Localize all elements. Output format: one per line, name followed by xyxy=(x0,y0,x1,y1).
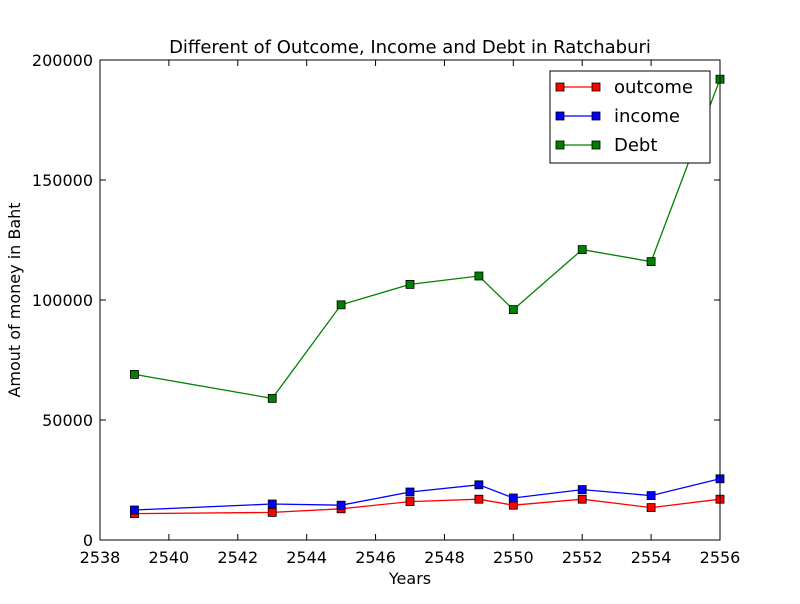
data-point-outcome xyxy=(474,494,484,504)
data-point-debt xyxy=(130,369,139,379)
data-point-outcome xyxy=(577,494,587,504)
x-tick-label: 2556 xyxy=(700,548,741,567)
data-point-debt xyxy=(508,305,518,315)
data-point-debt xyxy=(646,257,656,267)
x-tick-label: 2548 xyxy=(424,548,465,567)
legend-marker xyxy=(591,111,601,121)
legend: outcome income Debt xyxy=(549,70,711,164)
plot-area: 2538 2540 2542 2544 2546 2548 2550 2552 2554 2556… xyxy=(32,51,740,567)
data-point-income xyxy=(577,485,587,495)
data-point-income xyxy=(508,493,518,503)
chart-title: Different of Outcome, Income and Debt in… xyxy=(169,37,651,58)
legend-item-debt: Debt xyxy=(555,135,657,156)
data-point-income xyxy=(267,499,277,509)
legend-item-income: income xyxy=(555,106,680,127)
x-tick-label: 2554 xyxy=(631,548,672,567)
legend-item-outcome: outcome xyxy=(555,77,693,98)
data-point-income xyxy=(646,491,656,501)
y-tick-label: 150000 xyxy=(32,171,93,190)
data-point-outcome xyxy=(508,500,518,510)
data-point-income xyxy=(130,505,139,515)
legend-marker xyxy=(555,82,565,92)
y-tick-label: 100000 xyxy=(32,291,93,310)
x-tick-label: 2540 xyxy=(149,548,190,567)
data-point-outcome xyxy=(646,503,656,513)
legend-marker xyxy=(591,82,601,92)
data-point-debt xyxy=(405,279,415,289)
data-point-income xyxy=(474,480,484,490)
data-point-debt xyxy=(577,245,587,255)
x-tick-label: 2544 xyxy=(286,548,327,567)
data-point-outcome xyxy=(267,507,277,517)
legend-marker xyxy=(555,140,565,150)
x-tick-label: 2552 xyxy=(562,548,603,567)
x-tick-label: 2542 xyxy=(217,548,258,567)
legend-marker xyxy=(555,111,565,121)
x-tick-label: 2538 xyxy=(80,548,121,567)
data-point-debt xyxy=(267,393,277,403)
data-point-income xyxy=(405,487,415,497)
legend-label: income xyxy=(614,106,680,127)
y-axis-label: Amout of money in Baht xyxy=(5,202,24,397)
y-tick-label: 200000 xyxy=(32,51,93,70)
data-point-debt xyxy=(474,271,484,281)
legend-label: Debt xyxy=(614,135,657,156)
data-point-debt xyxy=(336,300,346,310)
y-tick-label: 50000 xyxy=(42,411,93,430)
legend-marker xyxy=(591,140,601,150)
legend-label: outcome xyxy=(614,77,693,98)
legend-box xyxy=(549,70,711,164)
x-axis-label: Years xyxy=(388,569,431,588)
data-point-outcome xyxy=(405,497,415,507)
y-tick-label: 0 xyxy=(83,531,93,550)
x-tick-label: 2546 xyxy=(355,548,396,567)
data-point-income xyxy=(336,500,346,510)
x-tick-label: 2550 xyxy=(493,548,534,567)
